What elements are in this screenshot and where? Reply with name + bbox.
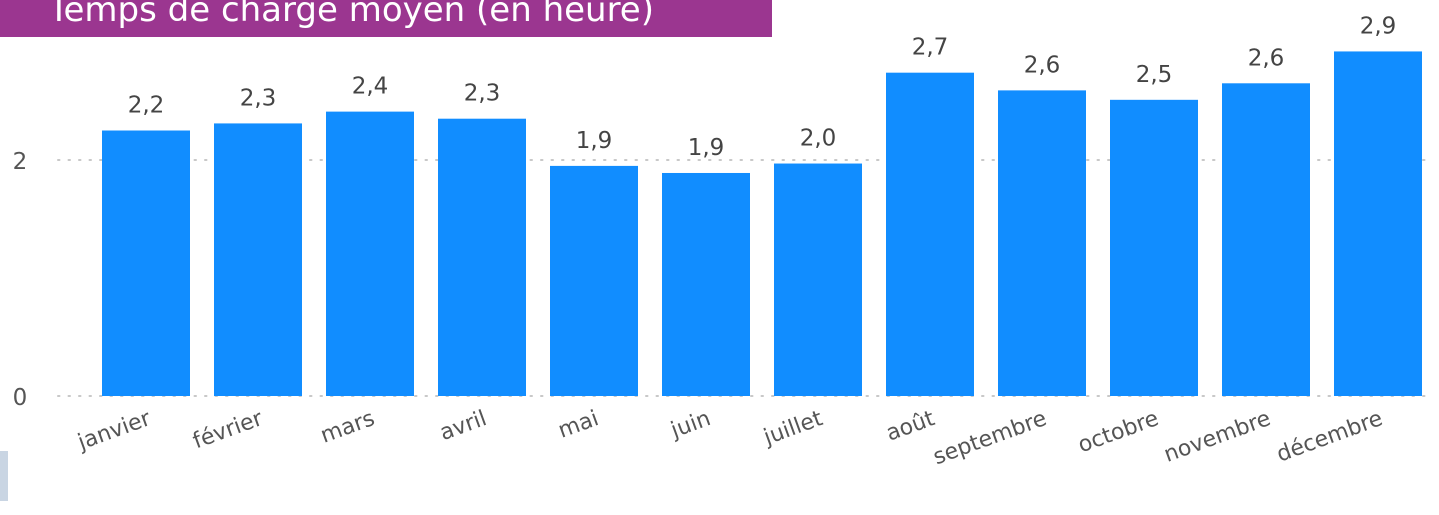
data-label: 2,3 (464, 81, 501, 107)
x-tick-label: mai (555, 406, 602, 444)
bar-mars (326, 111, 414, 397)
data-label: 2,4 (352, 74, 389, 100)
chart-title: Temps de charge moyen (en heure) (48, 0, 655, 30)
data-label: 1,9 (688, 135, 725, 161)
x-tick-label: août (883, 406, 938, 447)
x-tick-label: juillet (760, 406, 827, 451)
data-label: 2,3 (240, 85, 277, 111)
left-edge-accent (0, 451, 8, 501)
bar-décembre (1334, 51, 1422, 396)
x-tick-label: juin (667, 406, 714, 444)
data-label: 2,2 (128, 93, 165, 119)
data-label: 2,6 (1024, 52, 1061, 78)
bar-juin (662, 172, 750, 396)
bar-février (214, 123, 302, 397)
bar-janvier (102, 130, 190, 396)
y-tick-label: 0 (13, 385, 28, 411)
bar-août (886, 72, 974, 397)
x-tick-label: avril (437, 406, 490, 446)
chart-title-bar: Temps de charge moyen (en heure) (0, 0, 772, 37)
bar-mai (550, 165, 638, 396)
data-label: 2,6 (1248, 45, 1285, 71)
x-tick-label: janvier (74, 406, 155, 456)
bar-octobre (1110, 99, 1198, 396)
data-label: 1,9 (576, 128, 613, 154)
bar-novembre (1222, 83, 1310, 397)
data-label: 2,0 (800, 126, 837, 152)
x-tick-label: octobre (1075, 406, 1162, 458)
data-label: 2,5 (1136, 62, 1173, 88)
x-tick-label: novembre (1161, 406, 1274, 468)
x-tick-label: février (190, 406, 267, 454)
data-label: 2,7 (912, 35, 949, 61)
data-label: 2,9 (1360, 13, 1397, 39)
x-tick-label: mars (317, 406, 378, 448)
y-tick-label: 2 (13, 149, 28, 175)
x-tick-label: septembre (930, 406, 1050, 470)
bar-juillet (774, 163, 862, 396)
bar-avril (438, 118, 526, 396)
x-tick-label: décembre (1274, 406, 1387, 467)
bar-septembre (998, 90, 1086, 396)
